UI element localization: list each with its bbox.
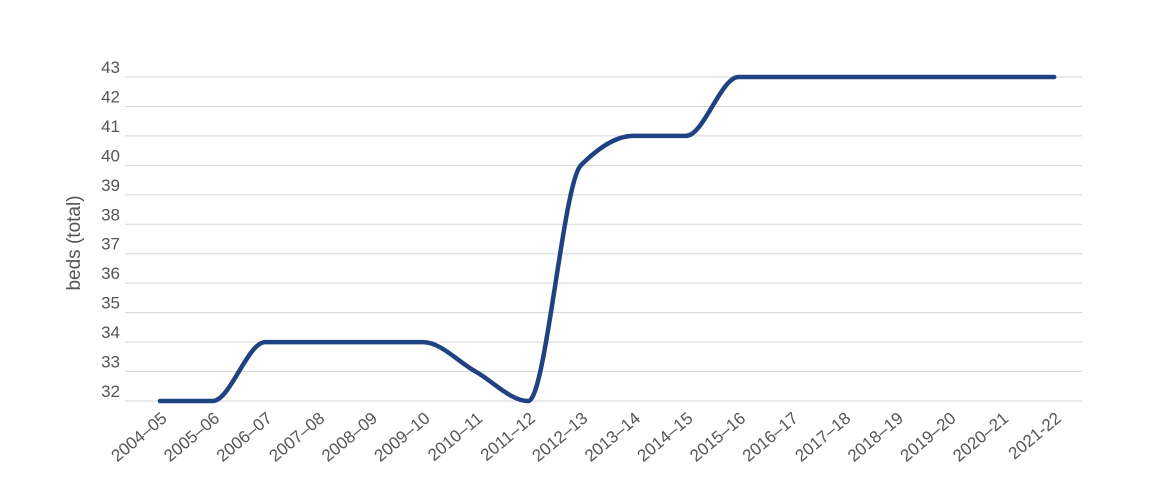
y-tick-label: 38 bbox=[101, 205, 120, 224]
y-tick-label: 40 bbox=[101, 146, 120, 165]
x-tick-label: 2014–15 bbox=[634, 409, 697, 466]
x-tick-label: 2012–13 bbox=[528, 409, 591, 466]
x-tick-label: 2010–11 bbox=[424, 409, 486, 465]
y-tick-label: 32 bbox=[101, 382, 120, 401]
x-tick-label: 2011–12 bbox=[477, 409, 539, 465]
x-tick-label: 2020–21 bbox=[949, 409, 1012, 466]
x-tick-label: 2009–10 bbox=[371, 409, 434, 466]
x-tick-label: 2015–16 bbox=[686, 409, 749, 466]
x-tick-label: 2004–05 bbox=[108, 409, 171, 466]
y-tick-label: 39 bbox=[101, 176, 120, 195]
series-line bbox=[157, 74, 1057, 404]
grid-lines bbox=[125, 76, 1082, 402]
y-axis-label: beds (total) bbox=[64, 195, 85, 290]
x-tick-label: 2005–06 bbox=[160, 409, 223, 466]
x-tick-label: 2016–17 bbox=[739, 409, 802, 466]
y-tick-label: 36 bbox=[101, 264, 120, 283]
y-tick-label: 35 bbox=[101, 294, 120, 313]
x-tick-label: 2013–14 bbox=[581, 409, 644, 466]
x-axis-tick-labels: 2004–052005–062006–072007–082008–092009–… bbox=[108, 409, 1065, 466]
x-tick-label: 2006–07 bbox=[213, 409, 276, 466]
y-tick-label: 43 bbox=[101, 58, 120, 77]
y-axis-tick-labels: 32 33 34 35 36 37 38 39 40 41 42 43 bbox=[101, 58, 120, 401]
x-tick-label: 2018–19 bbox=[844, 409, 907, 466]
x-tick-label: 2017–18 bbox=[791, 409, 854, 466]
y-tick-label: 33 bbox=[101, 353, 120, 372]
y-tick-label: 41 bbox=[101, 117, 120, 136]
y-tick-label: 34 bbox=[101, 323, 120, 342]
y-tick-label: 37 bbox=[101, 235, 120, 254]
x-tick-label: 2019–20 bbox=[897, 409, 960, 466]
data-points bbox=[159, 76, 1055, 402]
x-tick-label: 2007–08 bbox=[265, 409, 328, 466]
x-tick-label: 2008–09 bbox=[318, 409, 381, 466]
x-tick-label: 2021-22 bbox=[1005, 409, 1065, 464]
y-tick-label: 42 bbox=[101, 87, 120, 106]
